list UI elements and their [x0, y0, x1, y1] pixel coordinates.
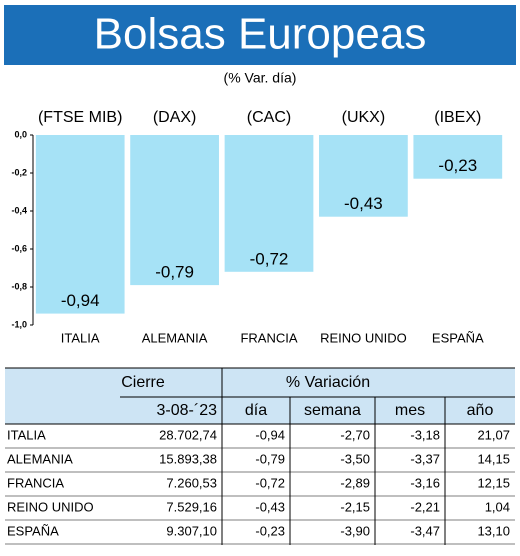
x-tick-label: ITALIA: [61, 330, 100, 345]
table-cell: -3,16: [410, 475, 440, 490]
chart-subtitle: (% Var. día): [224, 70, 297, 86]
bar: [130, 135, 219, 286]
table-subheader: 3-08-´23: [157, 402, 218, 419]
table-cell: 21,07: [477, 427, 510, 442]
index-label: (UKX): [342, 109, 386, 126]
table-cell: 7.260,53: [166, 475, 217, 490]
x-tick-label: ESPAÑA: [432, 330, 484, 345]
table-cell: 1,04: [485, 499, 510, 514]
table-cell: -3,50: [340, 451, 370, 466]
index-label: (DAX): [153, 109, 197, 126]
chart-title: Bolsas Europeas: [94, 10, 427, 59]
table-cell: 15.893,38: [159, 451, 217, 466]
value-label: -0,72: [250, 249, 289, 268]
table-cell: -0,23: [255, 523, 285, 538]
index-label: (CAC): [247, 109, 291, 126]
table-cell: ALEMANIA: [7, 451, 73, 466]
bar: [413, 135, 503, 179]
table-cell: -0,79: [255, 451, 285, 466]
index-label: (IBEX): [434, 109, 481, 126]
table-cell: 28.702,74: [159, 427, 217, 442]
table-cell: -3,18: [410, 427, 440, 442]
table-cell: -2,70: [340, 427, 370, 442]
table-cell: -2,15: [340, 499, 370, 514]
y-tick-label: -0,4: [11, 205, 27, 215]
table-header: % Variación: [286, 374, 370, 391]
y-tick-label: -1,0: [11, 319, 27, 329]
table-cell: -2,21: [410, 499, 440, 514]
table-subheader: semana: [304, 402, 361, 419]
table-header-bg: [5, 368, 515, 424]
table-cell: 7.529,16: [166, 499, 217, 514]
bar: [224, 135, 314, 272]
x-tick-label: FRANCIA: [240, 330, 297, 345]
table-cell: 12,15: [477, 475, 510, 490]
index-label: (FTSE MIB): [38, 109, 122, 126]
y-tick-label: -0,8: [11, 281, 27, 291]
table-subheader: mes: [395, 402, 425, 419]
x-tick-label: ALEMANIA: [142, 330, 208, 345]
table-cell: 14,15: [477, 451, 510, 466]
value-label: -0,79: [155, 263, 194, 282]
x-tick-label: REINO UNIDO: [320, 330, 407, 345]
table-cell: FRANCIA: [7, 475, 64, 490]
table-cell: -2,89: [340, 475, 370, 490]
table-cell: ESPAÑA: [7, 523, 59, 538]
value-label: -0,23: [438, 156, 477, 175]
table-cell: 9.307,10: [166, 523, 217, 538]
table-header: Cierre: [121, 374, 165, 391]
table-cell: -0,43: [255, 499, 285, 514]
table-cell: -3,90: [340, 523, 370, 538]
y-tick-label: -0,2: [11, 167, 27, 177]
table-cell: -0,94: [255, 427, 285, 442]
table-subheader: año: [467, 402, 494, 419]
table-cell: -3,47: [410, 523, 440, 538]
table-cell: ITALIA: [7, 427, 46, 442]
bar: [319, 135, 408, 217]
y-tick-label: 0,0: [14, 129, 27, 139]
table-cell: -0,72: [255, 475, 285, 490]
title-bar: [4, 5, 516, 65]
table-cell: 13,10: [477, 523, 510, 538]
table-cell: -3,37: [410, 451, 440, 466]
y-tick-label: -0,6: [11, 243, 27, 253]
value-label: -0,43: [344, 194, 383, 213]
table-subheader: día: [245, 402, 267, 419]
table-cell: REINO UNIDO: [7, 499, 94, 514]
value-label: -0,94: [61, 291, 100, 310]
bar: [35, 135, 125, 314]
